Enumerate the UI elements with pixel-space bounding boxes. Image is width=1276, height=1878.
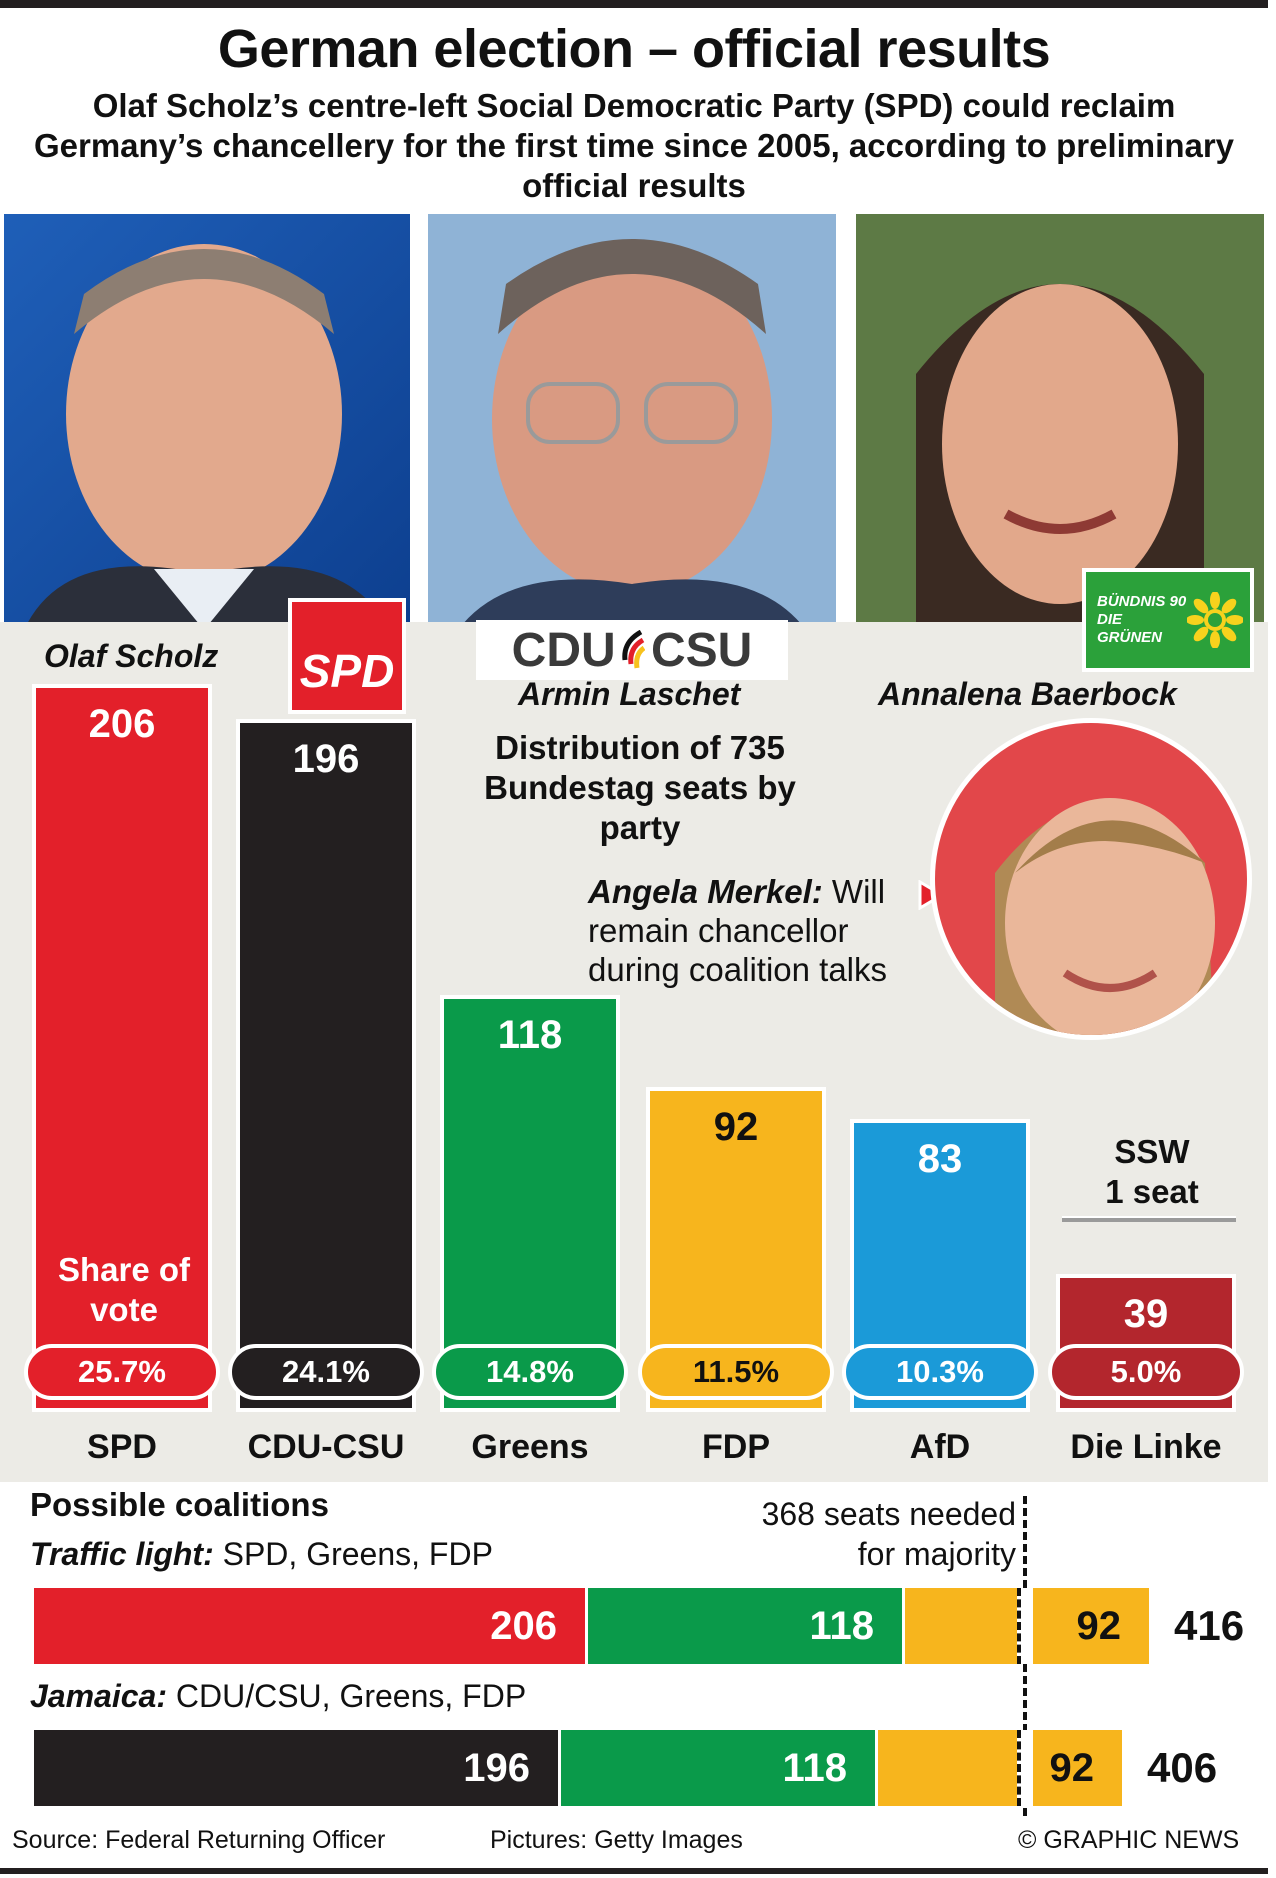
bottom-rule xyxy=(0,1868,1268,1874)
photo-baerbock xyxy=(856,214,1264,630)
coalition-segment: 206 xyxy=(34,1588,588,1664)
coalition-name-traffic-light: Traffic light: SPD, Greens, FDP xyxy=(30,1536,493,1573)
source-credit: Source: Federal Returning Officer xyxy=(12,1826,386,1854)
merkel-text: Will remain chancellor during coalition … xyxy=(588,873,887,988)
german-flag-swoosh-icon xyxy=(622,630,645,669)
photo-laschet xyxy=(428,214,836,630)
share-of-vote-label: Share of vote xyxy=(57,1251,191,1328)
coalition-title: Jamaica: xyxy=(30,1678,167,1714)
majority-gap xyxy=(1017,1588,1033,1664)
spd-logo: SPD xyxy=(288,598,406,714)
coalition-total: 406 xyxy=(1147,1744,1218,1791)
candidate-name-laschet: Armin Laschet xyxy=(518,676,741,712)
portrait-scholz xyxy=(4,214,410,630)
coalition-segment: 118 xyxy=(588,1588,905,1664)
coalition-total: 416 xyxy=(1174,1602,1245,1649)
candidate-name-scholz: Olaf Scholz xyxy=(44,638,219,674)
coalition-title: Traffic light: xyxy=(30,1536,214,1572)
coalition-parties: CDU/CSU, Greens, FDP xyxy=(175,1678,527,1714)
coalition-segment: 92 xyxy=(878,1730,1125,1806)
merkel-name: Angela Merkel: xyxy=(588,873,823,910)
coalition-bar: 196 118 92 xyxy=(34,1730,1125,1806)
ssw-label: SSW xyxy=(1114,1133,1190,1170)
majority-line xyxy=(1023,1496,1027,1816)
sunflower-icon xyxy=(1187,592,1243,648)
pictures-credit: Pictures: Getty Images xyxy=(490,1826,743,1854)
ssw-value: 1 seat xyxy=(1105,1173,1199,1210)
ssw-bar xyxy=(1062,1216,1236,1222)
majority-gap xyxy=(1017,1730,1033,1806)
greens-logo: BÜNDNIS 90 DIE GRÜNEN xyxy=(1082,568,1254,672)
coalition-parties: SPD, Greens, FDP xyxy=(222,1536,493,1572)
spd-logo-text: SPD xyxy=(299,645,395,697)
majority-label: 368 seats needed for majority xyxy=(761,1496,1016,1572)
merkel-portrait xyxy=(930,718,1252,1040)
coalition-segment: 118 xyxy=(561,1730,878,1806)
merkel-note: Angela Merkel: Will remain chancellor du… xyxy=(588,872,928,989)
chart-title: Distribution of 735 Bundestag seats by p… xyxy=(484,729,796,846)
portrait-baerbock xyxy=(856,214,1264,630)
candidate-name-baerbock: Annalena Baerbock xyxy=(878,676,1177,712)
photo-scholz xyxy=(4,214,410,630)
page-title: German election – official results xyxy=(217,19,1051,79)
page-subtitle: Olaf Scholz’s centre-left Social Democra… xyxy=(33,87,1235,204)
merkel-face-illustration xyxy=(995,798,1215,1035)
coalitions-heading: Possible coalitions xyxy=(30,1486,329,1523)
cdu-csu-logo: CDU CSU xyxy=(476,620,788,680)
coalition-segment: 196 xyxy=(34,1730,561,1806)
greens-logo-text: BÜNDNIS 90 DIE GRÜNEN xyxy=(1097,593,1187,646)
coalition-name-jamaica: Jamaica: CDU/CSU, Greens, FDP xyxy=(30,1678,526,1715)
copyright: © GRAPHIC NEWS xyxy=(1018,1826,1240,1854)
portrait-laschet xyxy=(428,214,836,630)
top-rule xyxy=(0,0,1268,8)
coalition-bar: 206 118 92 xyxy=(34,1588,1152,1664)
coalition-segment: 92 xyxy=(905,1588,1152,1664)
